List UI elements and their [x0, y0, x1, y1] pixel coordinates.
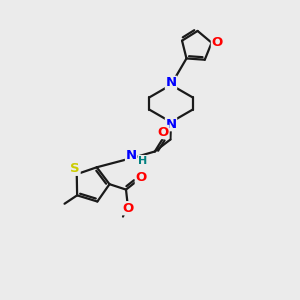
Text: N: N	[165, 118, 177, 131]
Text: O: O	[158, 125, 169, 139]
Text: O: O	[135, 171, 147, 184]
Text: N: N	[165, 76, 177, 89]
Text: S: S	[70, 162, 80, 175]
Text: N: N	[125, 149, 137, 162]
Text: H: H	[138, 155, 147, 166]
Text: O: O	[212, 36, 223, 49]
Text: O: O	[122, 202, 134, 215]
